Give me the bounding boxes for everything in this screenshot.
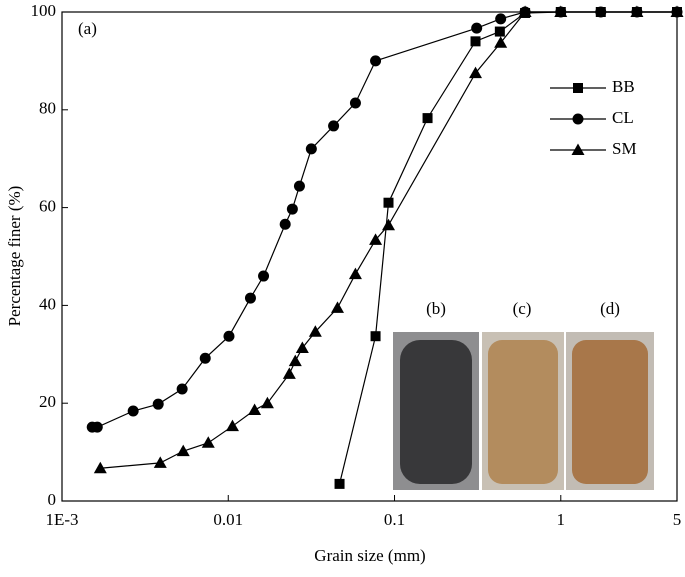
marker [370, 331, 381, 342]
plot-frame [61, 11, 678, 502]
x-tick-label: 1E-3 [45, 510, 78, 529]
marker [308, 325, 322, 337]
y-tick-label: 40 [39, 294, 56, 313]
marker [369, 233, 383, 245]
legend-label: SM [612, 139, 637, 158]
marker [630, 5, 644, 17]
marker [495, 13, 507, 25]
legend-marker [571, 143, 585, 155]
marker [258, 270, 270, 282]
x-tick-label: 0.01 [213, 510, 243, 529]
legend-marker [572, 113, 584, 125]
marker [305, 143, 317, 155]
marker [383, 197, 394, 208]
marker [93, 461, 107, 474]
legend-label: BB [612, 77, 635, 96]
y-axis-label: Percentage finer (%) [5, 186, 24, 327]
marker [471, 22, 483, 34]
marker [248, 403, 262, 416]
marker [286, 203, 298, 215]
y-tick-label: 20 [39, 392, 56, 411]
marker [199, 352, 211, 364]
marker [349, 97, 361, 109]
marker [201, 436, 215, 448]
marker [288, 354, 302, 367]
marker [470, 36, 481, 47]
marker [494, 26, 505, 37]
marker [153, 456, 167, 468]
marker [348, 267, 362, 280]
photo-d [572, 340, 648, 484]
marker [293, 180, 305, 192]
marker [127, 405, 139, 417]
marker [176, 444, 190, 457]
annotation: (a) [78, 19, 97, 38]
x-axis-label: Grain size (mm) [314, 546, 425, 565]
marker [554, 5, 568, 17]
annotation: (b) [426, 299, 446, 318]
x-tick-label: 0.1 [384, 510, 405, 529]
y-tick-label: 0 [48, 490, 57, 509]
marker [494, 36, 508, 48]
legend-marker [573, 83, 583, 93]
x-tick-label: 5 [673, 510, 682, 529]
marker [334, 478, 345, 489]
marker [422, 113, 433, 124]
marker [279, 218, 291, 230]
marker [518, 5, 532, 17]
legend-label: CL [612, 108, 634, 127]
photo-c [488, 340, 558, 484]
marker [176, 383, 188, 395]
annotation: (c) [513, 299, 532, 318]
marker [91, 421, 103, 433]
marker [152, 398, 164, 410]
marker [225, 419, 239, 432]
marker [223, 330, 235, 342]
y-tick-label: 80 [39, 99, 56, 118]
marker [382, 218, 396, 231]
marker [260, 396, 274, 409]
marker [244, 292, 256, 304]
marker [469, 66, 483, 79]
photo-b [400, 340, 472, 484]
y-tick-label: 60 [39, 197, 56, 216]
marker [282, 367, 296, 379]
marker [328, 120, 340, 132]
y-tick-label: 100 [31, 1, 57, 20]
marker [670, 5, 684, 17]
marker [331, 301, 345, 313]
marker [295, 341, 309, 353]
annotation: (d) [600, 299, 620, 318]
marker [370, 55, 382, 67]
x-tick-label: 1 [557, 510, 566, 529]
